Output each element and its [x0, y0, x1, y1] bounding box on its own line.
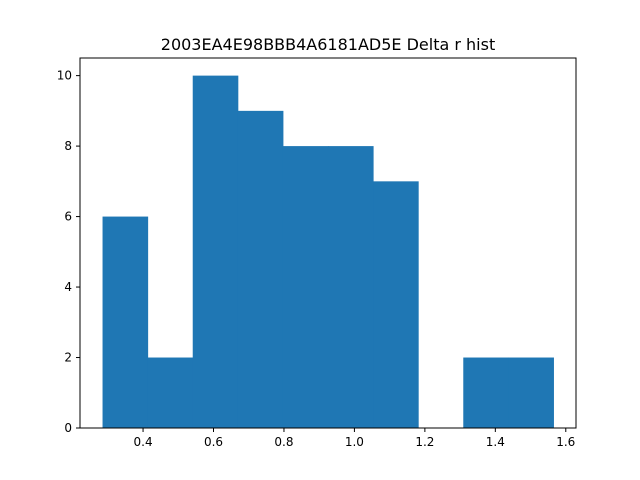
- chart-title: 2003EA4E98BBB4A6181AD5E Delta r hist: [161, 35, 495, 54]
- x-tick-label: 0.6: [204, 435, 223, 449]
- y-tick-label: 10: [57, 69, 72, 83]
- histogram-bar: [463, 357, 509, 428]
- x-tick-label: 0.8: [274, 435, 293, 449]
- histogram-bar: [328, 146, 374, 428]
- histogram-bar: [102, 216, 149, 428]
- x-tick-label: 0.4: [134, 435, 153, 449]
- x-tick-label: 1.0: [345, 435, 364, 449]
- y-tick-label: 0: [64, 421, 72, 435]
- x-axis: 0.4 0.6 0.8 1.0 1.2 1.4 1.6: [134, 428, 575, 449]
- plot-frame: [79, 57, 577, 429]
- x-tick-label: 1.2: [415, 435, 434, 449]
- y-tick-label: 4: [64, 280, 72, 294]
- histogram-bar: [373, 181, 419, 428]
- y-tick-label: 6: [64, 210, 72, 224]
- histogram-bar: [282, 146, 329, 428]
- histogram-bar: [147, 357, 194, 428]
- bars-group: [102, 75, 554, 428]
- y-tick-label: 8: [64, 139, 72, 153]
- histogram-bar: [237, 110, 284, 428]
- histogram-bar: [192, 75, 239, 428]
- y-tick-label: 2: [64, 351, 72, 365]
- x-tick-label: 1.6: [556, 435, 575, 449]
- histogram-bar: [508, 357, 554, 428]
- x-tick-label: 1.4: [486, 435, 505, 449]
- y-axis: 0 2 4 6 8 10: [57, 69, 80, 435]
